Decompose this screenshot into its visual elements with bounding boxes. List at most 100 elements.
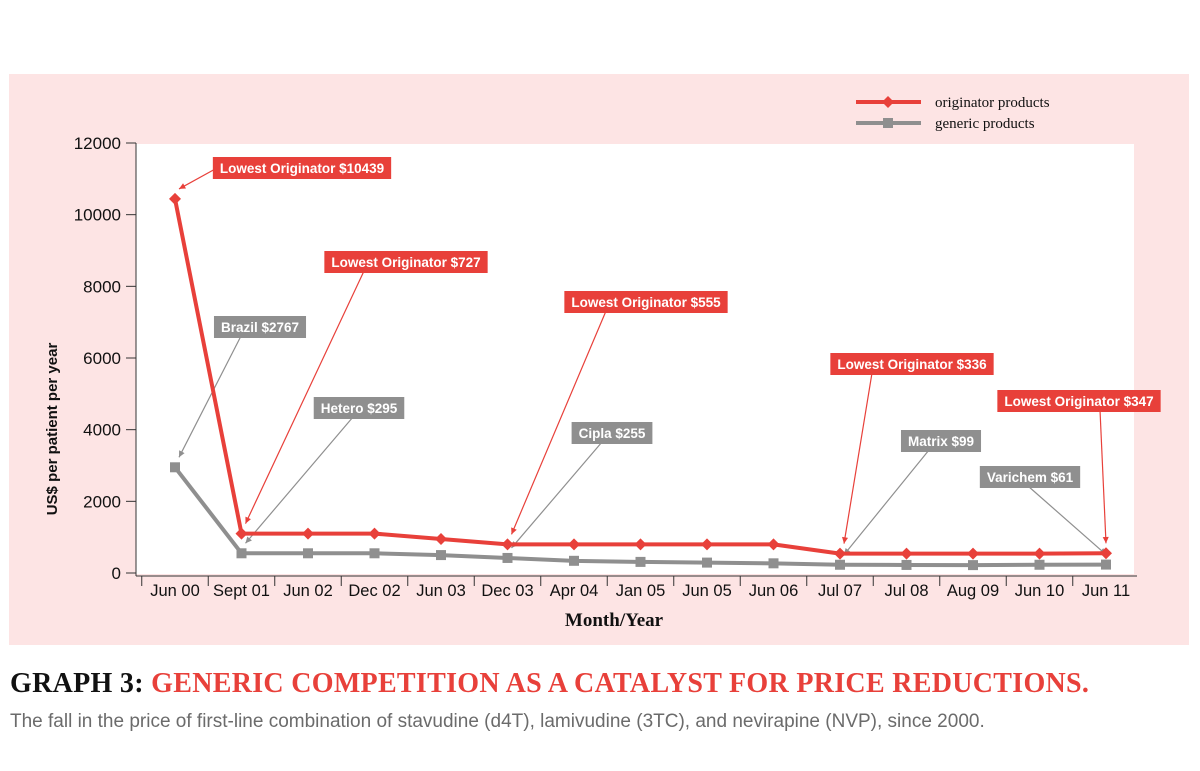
annotation-box xyxy=(571,422,653,444)
annotation-text: Matrix $99 xyxy=(908,434,974,449)
data-point xyxy=(170,462,180,473)
line-chart: 0 2000 4000 6000 8000 10000 12000 Jun 00 Sept 01… xyxy=(44,95,1161,631)
x-tick-label: Apr 04 xyxy=(550,582,599,600)
y-axis-label: US$ per patient per year xyxy=(44,343,61,516)
annotation-text: Lowest Originator $347 xyxy=(1004,394,1153,409)
x-tick-label: Jun 11 xyxy=(1082,582,1130,600)
annotation-leader xyxy=(843,449,930,556)
x-tick-label: Jun 05 xyxy=(682,582,732,600)
data-point xyxy=(1100,547,1112,560)
data-point xyxy=(768,558,779,569)
annotation-leader xyxy=(1027,485,1107,556)
data-point xyxy=(635,556,646,567)
data-point xyxy=(236,548,247,559)
data-point xyxy=(302,527,314,540)
x-tick-label: Jun 02 xyxy=(283,582,333,600)
annotation-box xyxy=(830,353,994,375)
annotation-arrowhead xyxy=(511,527,517,535)
annotation-generic: Hetero $295 xyxy=(313,397,405,419)
annotation-arrowhead xyxy=(179,183,186,189)
data-point xyxy=(900,547,913,560)
annotation-box xyxy=(900,430,982,452)
x-tick-label: Jul 08 xyxy=(884,582,928,600)
data-point xyxy=(701,538,713,551)
annotation-arrowhead xyxy=(245,536,252,544)
x-tick-label: Dec 03 xyxy=(481,582,533,600)
data-point xyxy=(835,559,845,570)
data-point xyxy=(169,192,181,205)
x-tick-label: Aug 09 xyxy=(947,582,999,600)
annotation-leader xyxy=(178,167,218,190)
data-point xyxy=(435,532,447,545)
annotation-generic: Matrix $99 xyxy=(900,430,982,452)
graph-title-main: GENERIC COMPETITION AS A CATALYST FOR PR… xyxy=(151,668,1090,699)
annotation-text: Brazil $2767 xyxy=(221,320,299,335)
data-point xyxy=(569,555,579,566)
data-point xyxy=(568,538,580,551)
y-tick-label: 6000 xyxy=(83,349,121,368)
annotation-text: Lowest Originator $10439 xyxy=(220,161,384,176)
annotation-leader xyxy=(178,335,242,458)
annotation-leader xyxy=(510,310,607,535)
annotation-box xyxy=(997,390,1161,412)
series-originator xyxy=(169,192,1112,560)
annotation-leader xyxy=(245,416,354,544)
data-point xyxy=(834,547,846,560)
annotation-arrowhead xyxy=(842,536,849,544)
legend-marker xyxy=(883,118,893,128)
x-tick-label: Jun 00 xyxy=(150,582,200,600)
x-tick-label: Dec 02 xyxy=(348,582,400,600)
y-tick-label: 4000 xyxy=(83,421,121,440)
legend-label: originator products xyxy=(935,95,1050,111)
y-tick-label: 12000 xyxy=(74,134,121,153)
annotation-originator: Lowest Originator $555 xyxy=(564,291,728,313)
graph-title: GRAPH 3: GENERIC COMPETITION AS A CATALY… xyxy=(10,668,1089,700)
graph-title-prefix: GRAPH 3: xyxy=(10,668,144,699)
annotation-leader xyxy=(843,372,873,544)
annotation-box xyxy=(313,397,405,419)
legend-marker xyxy=(882,96,894,108)
annotation-text: Varichem $61 xyxy=(987,470,1074,485)
annotation-box xyxy=(324,251,488,273)
x-tick-label: Jan 05 xyxy=(616,582,666,600)
legend-label: generic products xyxy=(935,116,1035,132)
annotation-leader xyxy=(511,441,603,549)
data-point xyxy=(901,559,912,570)
annotation-labels: Lowest Originator $10439 Lowest Originato… xyxy=(212,157,1161,488)
series-generic xyxy=(170,462,1111,571)
x-tick-label: Jun 06 xyxy=(749,582,799,600)
data-point xyxy=(767,538,780,551)
annotation-originator: Lowest Originator $10439 xyxy=(212,157,392,179)
annotation-originator: Lowest Originator $336 xyxy=(830,353,994,375)
annotation-box xyxy=(212,157,392,179)
data-point xyxy=(368,527,381,540)
annotation-originator: Lowest Originator $347 xyxy=(997,390,1161,412)
data-point xyxy=(634,538,647,551)
x-tick-label: Sept 01 xyxy=(213,582,270,600)
annotation-box xyxy=(213,316,307,338)
data-point xyxy=(968,560,978,571)
chart-panel: 0 2000 4000 6000 8000 10000 12000 Jun 00 Sept 01… xyxy=(9,74,1189,645)
annotation-text: Hetero $295 xyxy=(321,401,398,416)
annotation-arrowhead xyxy=(179,450,185,458)
x-tick-label: Jun 03 xyxy=(416,582,466,600)
annotation-text: Lowest Originator $555 xyxy=(571,295,721,310)
data-point xyxy=(702,557,712,568)
annotation-arrowhead xyxy=(245,516,251,524)
data-point xyxy=(502,552,513,563)
x-axis-label: Month/Year xyxy=(565,610,664,631)
data-point xyxy=(436,550,446,561)
annotation-box xyxy=(564,291,728,313)
legend: originator products generic products xyxy=(856,95,1050,132)
annotation-text: Cipla $255 xyxy=(579,426,646,441)
y-tick-label: 0 xyxy=(112,564,121,583)
annotation-generic: Cipla $255 xyxy=(571,422,653,444)
x-tick-label: Jul 07 xyxy=(818,582,862,600)
x-tick-label: Jun 10 xyxy=(1015,582,1065,600)
data-point xyxy=(1033,547,1046,560)
y-tick-label: 2000 xyxy=(83,492,121,511)
axes-layer: 0 2000 4000 6000 8000 10000 12000 Jun 00 Sept 01… xyxy=(74,134,1137,600)
y-tick-label: 10000 xyxy=(74,206,121,225)
y-tick-label: 8000 xyxy=(83,277,121,296)
annotation-box xyxy=(979,466,1081,488)
